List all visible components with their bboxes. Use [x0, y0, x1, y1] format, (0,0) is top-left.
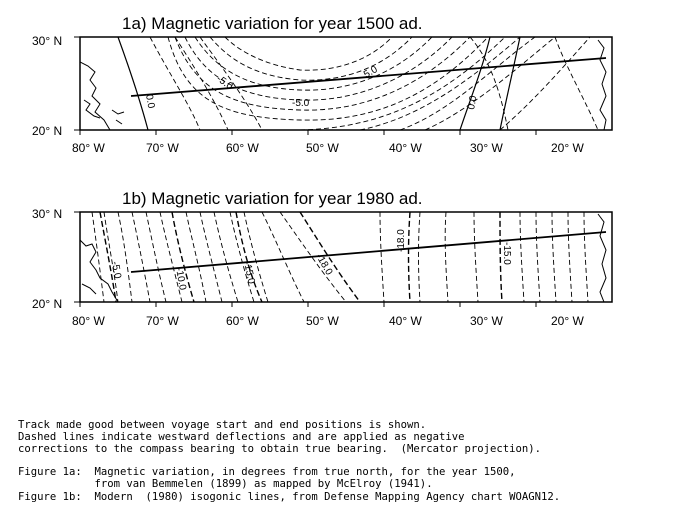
map-1b-lon-60: 60° W [226, 314, 259, 328]
map-1a-lat-20: 20° N [32, 124, 62, 138]
map-1a-coastline [80, 39, 607, 130]
map-1b: 30° N 20° N 80° W 70° W 60° W 50° W 40° … [32, 207, 613, 328]
map-1a: 30° N 20° N 80° W 70° W 60° W 50° W 40° … [32, 34, 613, 155]
map-1b-lon-80: 80° W [72, 314, 105, 328]
map-1b-track-line [130, 231, 607, 273]
map-1a-title: 1a) Magnetic variation for year 1500 ad. [122, 14, 423, 33]
map-1b-coastline [80, 213, 607, 302]
map-1b-labelled-contours [99, 212, 503, 302]
map-1a-lat-30: 30° N [32, 34, 62, 48]
map-1b-contour-label: -15.0 [241, 260, 257, 285]
map-1b-ticks [74, 211, 537, 307]
map-1b-lat-20: 20° N [32, 297, 62, 311]
map-1a-lon-80: 80° W [72, 141, 105, 155]
map-1b-dashed-contours [91, 212, 589, 302]
caption-note: Track made good between voyage start and… [18, 419, 541, 456]
map-1a-zero-contours [117, 37, 521, 130]
map-1a-contour-label: 0.0 [143, 94, 156, 110]
map-1b-contour-label: -18.0 [396, 229, 407, 252]
map-1b-title: 1b) Magnetic variation for year 1980 ad. [122, 189, 423, 208]
map-1a-dashed-contours [149, 37, 599, 130]
map-1b-contour-label: -5.0 [109, 261, 123, 280]
map-1b-lat-30: 30° N [32, 207, 62, 221]
map-1a-lon-60: 60° W [226, 141, 259, 155]
map-1b-lon-20: 20° W [551, 314, 584, 328]
map-1b-frame [79, 211, 613, 303]
map-1a-lon-40: 40° W [389, 141, 422, 155]
map-1a-contour-label: -5.0 [292, 98, 310, 109]
map-1b-lon-30: 30° W [470, 314, 503, 328]
caption-figure-1a: Figure 1a: Magnetic variation, in degree… [18, 466, 516, 491]
map-1b-contour-label: -15.0 [501, 242, 512, 265]
map-1a-lon-20: 20° W [551, 141, 584, 155]
map-1a-lon-70: 70° W [146, 141, 179, 155]
map-1b-lon-50: 50° W [306, 314, 339, 328]
map-1a-lon-50: 50° W [306, 141, 339, 155]
map-1a-contour-label: 0.0 [466, 94, 479, 110]
map-1a-track-line [130, 57, 607, 97]
map-1b-lon-40: 40° W [389, 314, 422, 328]
map-1a-frame [79, 36, 613, 131]
map-1a-lon-30: 30° W [470, 141, 503, 155]
caption-figure-1b: Figure 1b: Modern (1980) isogonic lines,… [18, 491, 561, 503]
map-1a-ticks [74, 36, 537, 135]
map-1b-lon-70: 70° W [146, 314, 179, 328]
map-1b-contour-label: -10.0 [173, 267, 188, 292]
